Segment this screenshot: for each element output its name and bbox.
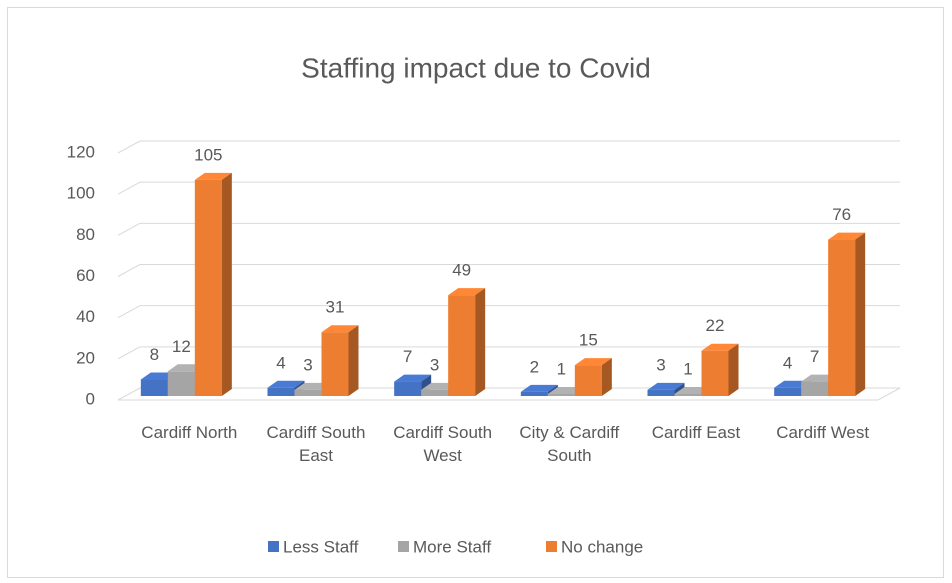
y-tick-label: 20: [76, 348, 95, 367]
bar-top: [647, 382, 685, 390]
bar-top: [321, 325, 359, 333]
x-tick-label: Cardiff West: [776, 423, 870, 442]
bar-front: [520, 391, 548, 396]
value-label: 3: [656, 355, 665, 374]
bar: [701, 343, 739, 396]
bar-front: [774, 387, 802, 396]
x-tick-label: Cardiff South East: [266, 423, 366, 465]
value-label: 105: [194, 145, 222, 164]
bar-side: [728, 343, 739, 396]
grid-line-side: [117, 346, 141, 360]
bar-front: [167, 371, 195, 396]
y-tick-label: 40: [76, 307, 95, 326]
bar-side: [475, 288, 486, 396]
x-tick-label: Cardiff East: [651, 423, 741, 442]
bar-top: [701, 343, 739, 351]
floor-side: [877, 387, 901, 401]
bar-top: [828, 232, 866, 240]
value-label: 4: [783, 353, 792, 372]
bar-front: [267, 387, 295, 396]
bar-front: [647, 389, 675, 396]
value-label: 7: [403, 347, 412, 366]
value-label: 22: [706, 316, 725, 335]
bar-front: [421, 389, 449, 396]
value-label: 1: [683, 359, 692, 378]
grid-line-side: [117, 140, 141, 154]
value-label: 31: [326, 298, 345, 317]
value-label: 49: [452, 261, 471, 280]
value-label: 76: [832, 205, 851, 224]
y-tick-label: 100: [67, 184, 95, 203]
bar-top: [520, 384, 558, 392]
value-label: 12: [172, 337, 191, 356]
bar-top: [267, 380, 305, 388]
bar-side: [221, 172, 232, 396]
bar-top: [194, 172, 232, 180]
bar-front: [321, 332, 349, 396]
legend-label: More Staff: [413, 537, 491, 556]
bar-side: [601, 358, 612, 396]
bar-front: [674, 393, 702, 396]
value-label: 4: [276, 353, 285, 372]
value-label: 2: [530, 357, 539, 376]
legend-swatch: [268, 541, 279, 552]
grid-line-side: [117, 181, 141, 195]
y-tick-label: 120: [67, 142, 95, 161]
value-label: 8: [150, 345, 159, 364]
bar-front: [394, 381, 422, 396]
y-tick-label: 0: [86, 389, 95, 408]
legend-label: Less Staff: [283, 537, 359, 556]
x-tick-label: City & Cardiff South: [519, 423, 620, 465]
x-tick-label: Cardiff North: [141, 423, 238, 442]
value-label: 7: [810, 347, 819, 366]
grid-line-side: [117, 387, 141, 401]
bar: [194, 172, 232, 396]
bar-top: [394, 374, 432, 382]
bar-front: [547, 393, 575, 396]
value-label: 3: [430, 355, 439, 374]
value-label: 3: [303, 355, 312, 374]
x-tick-label: Cardiff South West: [393, 423, 493, 465]
bar-front: [140, 379, 168, 396]
grid-line-side: [117, 222, 141, 236]
bar-front: [801, 381, 829, 396]
bar: [321, 325, 359, 396]
legend-label: No change: [561, 537, 643, 556]
bar-top: [574, 358, 612, 366]
y-tick-label: 60: [76, 266, 95, 285]
bar: [828, 232, 866, 396]
bar-top: [448, 288, 486, 296]
bar-front: [574, 365, 602, 396]
legend-swatch: [398, 541, 409, 552]
bar: [448, 288, 486, 396]
legend-swatch: [546, 541, 557, 552]
value-label: 15: [579, 331, 598, 350]
chart-title: Staffing impact due to Covid: [301, 52, 651, 83]
bar-front: [194, 179, 222, 396]
grid-line-side: [117, 264, 141, 277]
bar-front: [701, 350, 729, 396]
bar-front: [828, 239, 856, 396]
bar: [574, 358, 612, 396]
bar-front: [294, 389, 322, 396]
bar-side: [348, 325, 359, 396]
bar-front: [448, 295, 476, 396]
y-tick-label: 80: [76, 225, 95, 244]
grid-line-side: [117, 305, 141, 319]
value-label: 1: [557, 359, 566, 378]
bar-side: [855, 232, 866, 396]
